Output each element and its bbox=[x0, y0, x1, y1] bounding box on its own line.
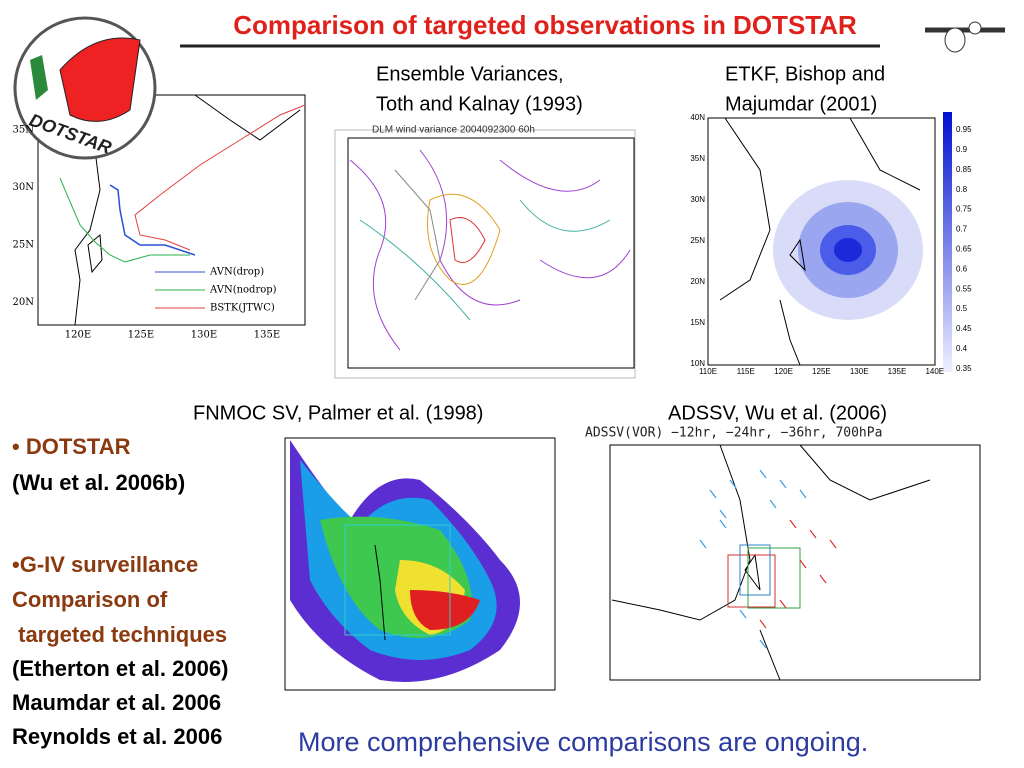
x-tick-label: 120E bbox=[65, 330, 91, 341]
colorbar-label: 0.9 bbox=[956, 145, 968, 154]
y-tick-label: 15N bbox=[690, 318, 705, 327]
y-tick-label: 25N bbox=[690, 236, 705, 245]
legend-label: AVN(drop) bbox=[209, 267, 264, 278]
title: Comparison of targeted observations in D… bbox=[233, 10, 857, 40]
panel-caption: ETKF, Bishop and bbox=[725, 63, 885, 85]
track-nodrop bbox=[59, 177, 190, 263]
island bbox=[87, 233, 103, 274]
airplane-icon bbox=[925, 21, 1005, 53]
bullet-text: (Etherton et al. 2006) bbox=[12, 656, 228, 681]
y-tick-label: 35N bbox=[690, 154, 705, 163]
bullet-text: targeted techniques bbox=[12, 622, 227, 647]
y-tick-label: 20N bbox=[690, 277, 705, 286]
y-tick-label: 20N bbox=[13, 297, 35, 308]
panel-caption: Ensemble Variances, bbox=[376, 63, 564, 85]
fnmoc-sv-map bbox=[284, 437, 556, 691]
adssv-map bbox=[609, 444, 981, 681]
track-bstk bbox=[134, 104, 306, 251]
panel-caption: FNMOC SV, Palmer et al. (1998) bbox=[193, 402, 483, 424]
bullet-text: Comparison of bbox=[12, 587, 168, 612]
colorbar-label: 0.55 bbox=[956, 284, 972, 293]
y-tick-label: 30N bbox=[13, 182, 35, 193]
track-drop bbox=[109, 184, 196, 256]
colorbar-label: 0.8 bbox=[956, 185, 968, 194]
y-tick-label: 40N bbox=[690, 113, 705, 122]
bullet-text: •G-IV surveillance bbox=[12, 552, 198, 577]
colorbar-label: 0.7 bbox=[956, 225, 968, 234]
colorbar-label: 0.35 bbox=[956, 364, 972, 373]
x-tick-label: 135E bbox=[254, 330, 280, 341]
colorbar-label: 0.6 bbox=[956, 264, 968, 273]
coastline bbox=[194, 94, 301, 141]
y-tick-label: 10N bbox=[690, 359, 705, 368]
plot-title: DLM wind variance 2004092300 60h bbox=[372, 125, 535, 136]
colorbar-label: 0.5 bbox=[956, 304, 968, 313]
panel-caption: Toth and Kalnay (1993) bbox=[376, 93, 583, 115]
colorbar bbox=[943, 112, 952, 372]
panel-caption: ADSSV, Wu et al. (2006) bbox=[668, 402, 887, 424]
etkf-map bbox=[707, 112, 952, 372]
colorbar-label: 0.4 bbox=[956, 344, 968, 353]
legend-label: BSTK(JTWC) bbox=[210, 303, 275, 314]
x-tick-label: 130E bbox=[191, 330, 217, 341]
x-tick-label: 110E bbox=[699, 367, 717, 376]
x-tick-label: 135E bbox=[888, 367, 907, 376]
colorbar-label: 0.95 bbox=[956, 125, 972, 134]
logo: DOTSTAR bbox=[13, 16, 157, 160]
colorbar-label: 0.75 bbox=[956, 205, 972, 214]
bullet-text: Maumdar et al. 2006 bbox=[12, 690, 221, 715]
colorbar-label: 0.65 bbox=[956, 245, 972, 254]
y-tick-label: 35N bbox=[13, 125, 35, 136]
footer: More comprehensive comparisons are ongoi… bbox=[298, 727, 868, 757]
y-tick-label: 30N bbox=[690, 195, 705, 204]
x-tick-label: 120E bbox=[774, 367, 793, 376]
legend-label: AVN(nodrop) bbox=[209, 285, 277, 296]
x-tick-label: 125E bbox=[128, 330, 154, 341]
x-tick-label: 115E bbox=[737, 367, 755, 376]
x-tick-label: 140E bbox=[925, 367, 944, 376]
bullet-text: • DOTSTAR bbox=[12, 434, 131, 459]
ensemble-variance-map bbox=[334, 129, 636, 379]
plot-title: ADSSV(VOR) −12hr, −24hr, −36hr, 700hPa bbox=[585, 426, 882, 441]
colorbar-label: 0.85 bbox=[956, 165, 972, 174]
x-tick-label: 130E bbox=[850, 367, 869, 376]
panel-caption: Majumdar (2001) bbox=[725, 93, 877, 115]
bullet-text: Reynolds et al. 2006 bbox=[12, 724, 222, 749]
y-tick-label: 25N bbox=[13, 240, 35, 251]
colorbar-label: 0.45 bbox=[956, 324, 972, 333]
x-tick-label: 125E bbox=[812, 367, 831, 376]
bullet-text: (Wu et al. 2006b) bbox=[12, 470, 185, 495]
